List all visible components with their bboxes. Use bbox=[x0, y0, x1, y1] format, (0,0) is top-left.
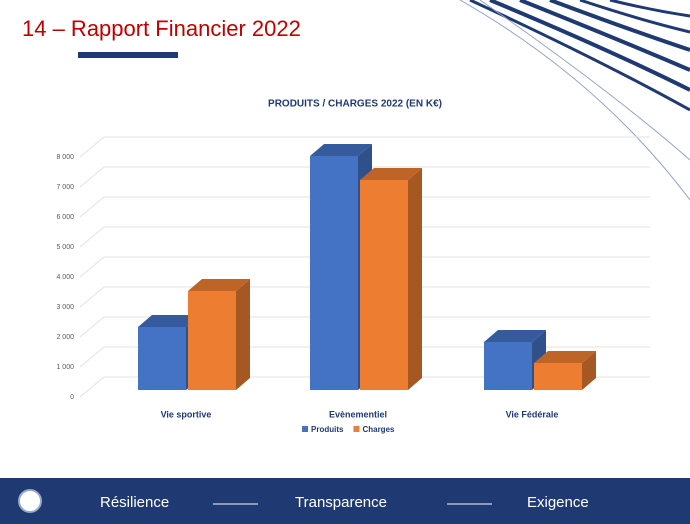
bar-top bbox=[138, 315, 200, 327]
grid-line bbox=[79, 136, 105, 158]
bar-side bbox=[408, 168, 422, 390]
x-tick-label: Vie sportive bbox=[161, 409, 212, 419]
y-tick-label: 0 bbox=[70, 394, 74, 401]
title-underline bbox=[78, 52, 178, 58]
slide-title: 14 – Rapport Financier 2022 bbox=[22, 16, 301, 41]
y-tick-label: 3 000 bbox=[56, 304, 74, 311]
y-tick-label: 8 000 bbox=[56, 154, 74, 161]
bar-front bbox=[188, 291, 236, 390]
y-tick-label: 5 000 bbox=[56, 244, 74, 251]
footer-bar bbox=[0, 478, 690, 524]
footer-word: Transparence bbox=[295, 494, 387, 511]
grid-line bbox=[79, 196, 105, 218]
legend-label: Charges bbox=[362, 425, 395, 434]
y-tick-label: 6 000 bbox=[56, 214, 74, 221]
grid-line bbox=[79, 316, 105, 338]
bar-top bbox=[188, 279, 250, 291]
grid-line bbox=[79, 376, 105, 398]
bar-top bbox=[484, 330, 546, 342]
logo bbox=[18, 489, 42, 513]
y-tick-label: 4 000 bbox=[56, 274, 74, 281]
y-tick-label: 7 000 bbox=[56, 184, 74, 191]
grid-line bbox=[79, 256, 105, 278]
y-tick-label: 1 000 bbox=[56, 364, 74, 371]
legend-swatch bbox=[302, 426, 308, 432]
bar-top bbox=[534, 351, 596, 363]
bar bbox=[360, 168, 422, 390]
bar bbox=[534, 351, 596, 390]
y-tick-label: 2 000 bbox=[56, 334, 74, 341]
bar-front bbox=[360, 180, 408, 390]
legend-label: Produits bbox=[311, 425, 344, 434]
bar-front bbox=[484, 342, 532, 390]
chart: 0 1 000 2 000 3 000 4 000 5 000 6 000 7 000 8 00… bbox=[56, 136, 650, 434]
chart-title: PRODUITS / CHARGES 2022 (EN K€) bbox=[268, 99, 442, 110]
grid-line bbox=[79, 166, 105, 188]
bar-front bbox=[138, 327, 186, 390]
footer-word: Résilience bbox=[100, 494, 169, 511]
footer-word: Exigence bbox=[527, 494, 589, 511]
bar-front bbox=[310, 156, 358, 390]
bar-front bbox=[534, 363, 582, 390]
legend-swatch bbox=[353, 426, 360, 432]
bar-side bbox=[236, 279, 250, 390]
grid-line bbox=[79, 346, 105, 368]
decoration bbox=[459, 0, 690, 201]
bar-top bbox=[310, 144, 372, 156]
bar-side bbox=[582, 351, 596, 390]
x-tick-label: Vie Fédérale bbox=[506, 409, 559, 419]
bar-top bbox=[360, 168, 422, 180]
grid-line bbox=[79, 286, 105, 308]
bar bbox=[188, 279, 250, 390]
x-tick-label: Evènementiel bbox=[329, 409, 387, 419]
grid-line bbox=[79, 226, 105, 248]
